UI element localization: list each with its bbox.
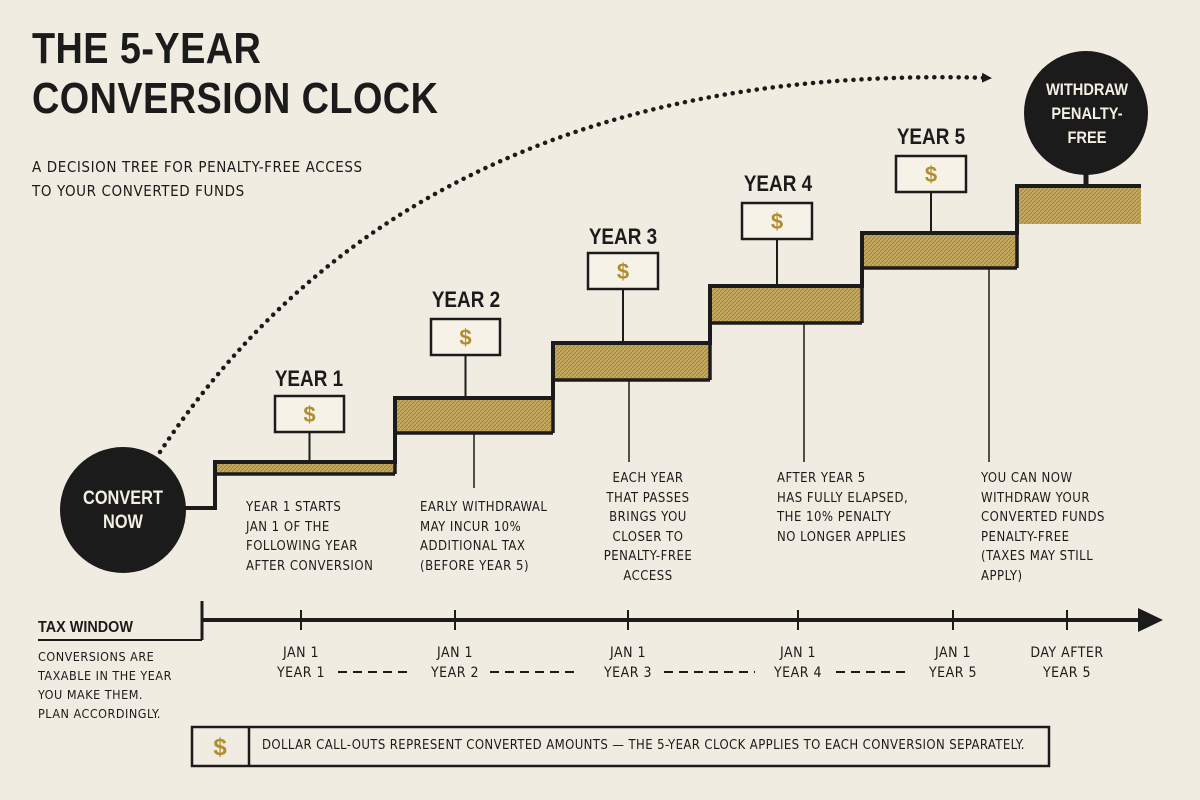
note-2-line: MAY INCUR 10% xyxy=(420,519,522,535)
withdraw-penalty-free-label: WITHDRAW PENALTY- FREE xyxy=(1023,78,1152,150)
note-1-line: AFTER CONVERSION xyxy=(246,558,374,574)
stair-step-5 xyxy=(864,233,1017,268)
note-1-line: JAN 1 OF THE xyxy=(246,519,330,535)
year-3-label: YEAR 3 xyxy=(588,224,658,249)
subtitle-line-1: A DECISION TREE FOR PENALTY-FREE ACCESS xyxy=(32,158,363,176)
year-1-label: YEAR 1 xyxy=(274,366,344,391)
note-4-line: HAS FULLY ELAPSED, xyxy=(777,490,909,506)
timeline-jan-1-year-1: JAN 1 YEAR 1 xyxy=(246,643,356,683)
timeline-label-year: YEAR 4 xyxy=(773,665,823,681)
subtitle-line-2: TO YOUR CONVERTED FUNDS xyxy=(32,182,245,200)
stair-step-4 xyxy=(710,286,862,323)
note-4-line: NO LONGER APPLIES xyxy=(777,529,907,545)
note-5-line: APPLY) xyxy=(981,568,1023,584)
timeline-jan-1-year-4: JAN 1 YEAR 4 xyxy=(743,643,853,683)
stair-step-1 xyxy=(215,462,395,474)
timeline-label-date: JAN 1 xyxy=(609,645,646,661)
note-1-line: FOLLOWING YEAR xyxy=(246,539,358,554)
withdraw-label-line-3: FREE xyxy=(1067,128,1107,147)
withdraw-label-line-2: PENALTY- xyxy=(1051,104,1123,123)
timeline-label-date: JAN 1 xyxy=(779,645,816,661)
note-2-line: ADDITIONAL TAX xyxy=(420,539,526,554)
note-3-line: PENALTY-FREE xyxy=(603,549,693,564)
note-4-line: THE 10% PENALTY xyxy=(777,510,892,525)
year-4-label: YEAR 4 xyxy=(743,171,813,196)
note-3-line: BRINGS YOU xyxy=(609,510,687,525)
timeline-label-year: YEAR 5 xyxy=(1042,665,1092,681)
stair-step-6 xyxy=(1019,186,1141,224)
convert-label-line-2: NOW xyxy=(103,512,143,533)
dollar-sign-icon: $ xyxy=(459,325,471,350)
withdraw-penalty-free-circle xyxy=(1024,51,1148,175)
dollar-sign-icon: $ xyxy=(303,402,315,427)
note-3-line: CLOSER TO xyxy=(612,529,684,545)
timeline-label-date: DAY AFTER xyxy=(1030,645,1104,661)
dotted-arc-arrow-icon xyxy=(157,72,993,455)
callout-box-5 xyxy=(894,154,968,194)
legend-dollar-icon: $ xyxy=(213,734,227,761)
stair-step-2 xyxy=(397,398,553,433)
note-3-line: THAT PASSES xyxy=(606,490,690,506)
timeline-label-date: JAN 1 xyxy=(436,645,473,661)
note-5-line: PENALTY-FREE xyxy=(981,529,1070,545)
note-2-line: (BEFORE YEAR 5) xyxy=(420,558,530,574)
callout-box-1 xyxy=(273,394,346,434)
note-5-line: YOU CAN NOW xyxy=(981,471,1073,486)
timeline-label-date: JAN 1 xyxy=(934,645,971,661)
tax-window-note: CONVERSIONS ARE TAXABLE IN THE YEAR YOU … xyxy=(38,647,172,723)
note-after-year-5: AFTER YEAR 5 HAS FULLY ELAPSED, THE 10% … xyxy=(777,469,947,547)
staircase-outline xyxy=(160,184,1141,510)
timeline-label-date: JAN 1 xyxy=(282,645,319,661)
timeline-jan-1-year-5: JAN 1 YEAR 5 xyxy=(898,643,1008,683)
note-1-line: YEAR 1 STARTS xyxy=(246,500,342,515)
convert-now-label: CONVERT NOW xyxy=(59,487,188,535)
timeline-label-year: YEAR 3 xyxy=(603,665,653,681)
withdraw-label-line-1: WITHDRAW xyxy=(1045,80,1129,99)
note-3-line: ACCESS xyxy=(623,568,673,584)
page-subtitle: A DECISION TREE FOR PENALTY-FREE ACCESS … xyxy=(32,155,363,203)
callout-box-2 xyxy=(429,317,502,357)
note-withdraw-now: YOU CAN NOW WITHDRAW YOUR CONVERTED FUND… xyxy=(981,469,1151,586)
convert-label-line-1: CONVERT xyxy=(83,488,163,509)
legend-text: DOLLAR CALL-OUTS REPRESENT CONVERTED AMO… xyxy=(262,738,1025,753)
legend-box xyxy=(190,725,1051,768)
dollar-sign-icon: $ xyxy=(925,162,937,187)
note-5-line: WITHDRAW YOUR xyxy=(981,490,1090,506)
tax-window-title: TAX WINDOW xyxy=(38,619,133,636)
timeline-label-year: YEAR 1 xyxy=(276,665,326,681)
timeline-jan-1-year-2: JAN 1 YEAR 2 xyxy=(400,643,510,683)
callout-box-3 xyxy=(586,251,660,291)
tax-note-line: CONVERSIONS ARE xyxy=(38,649,155,664)
tax-note-line: TAXABLE IN THE YEAR xyxy=(38,668,172,683)
dollar-sign-icon: $ xyxy=(771,209,783,234)
timeline-day-after-year-5: DAY AFTER YEAR 5 xyxy=(1012,643,1122,683)
note-early-withdrawal: EARLY WITHDRAWAL MAY INCUR 10% ADDITIONA… xyxy=(420,498,570,576)
page-title: THE 5-YEAR CONVERSION CLOCK xyxy=(32,24,438,124)
dollar-sign-icon: $ xyxy=(617,259,629,284)
year-5-label: YEAR 5 xyxy=(896,124,966,149)
tax-note-line: PLAN ACCORDINGLY. xyxy=(38,706,161,721)
title-line-1: THE 5-YEAR xyxy=(32,24,262,73)
callout-box-4 xyxy=(740,201,814,241)
stair-step-3 xyxy=(555,343,710,380)
note-each-year: EACH YEAR THAT PASSES BRINGS YOU CLOSER … xyxy=(568,469,728,586)
note-year-1-start: YEAR 1 STARTS JAN 1 OF THE FOLLOWING YEA… xyxy=(246,498,396,576)
timeline-label-year: YEAR 5 xyxy=(928,665,978,681)
note-2-line: EARLY WITHDRAWAL xyxy=(420,500,548,515)
note-4-line: AFTER YEAR 5 xyxy=(777,471,866,486)
timeline-jan-1-year-3: JAN 1 YEAR 3 xyxy=(573,643,683,683)
title-line-2: CONVERSION CLOCK xyxy=(32,74,439,123)
note-3-line: EACH YEAR xyxy=(612,471,684,486)
convert-now-circle xyxy=(60,447,186,573)
year-2-label: YEAR 2 xyxy=(431,287,501,312)
timeline-arrow-icon xyxy=(1138,608,1163,632)
note-5-line: (TAXES MAY STILL xyxy=(981,549,1094,564)
timeline-label-year: YEAR 2 xyxy=(430,665,480,681)
tax-note-line: YOU MAKE THEM. xyxy=(38,687,143,702)
note-5-line: CONVERTED FUNDS xyxy=(981,510,1105,525)
